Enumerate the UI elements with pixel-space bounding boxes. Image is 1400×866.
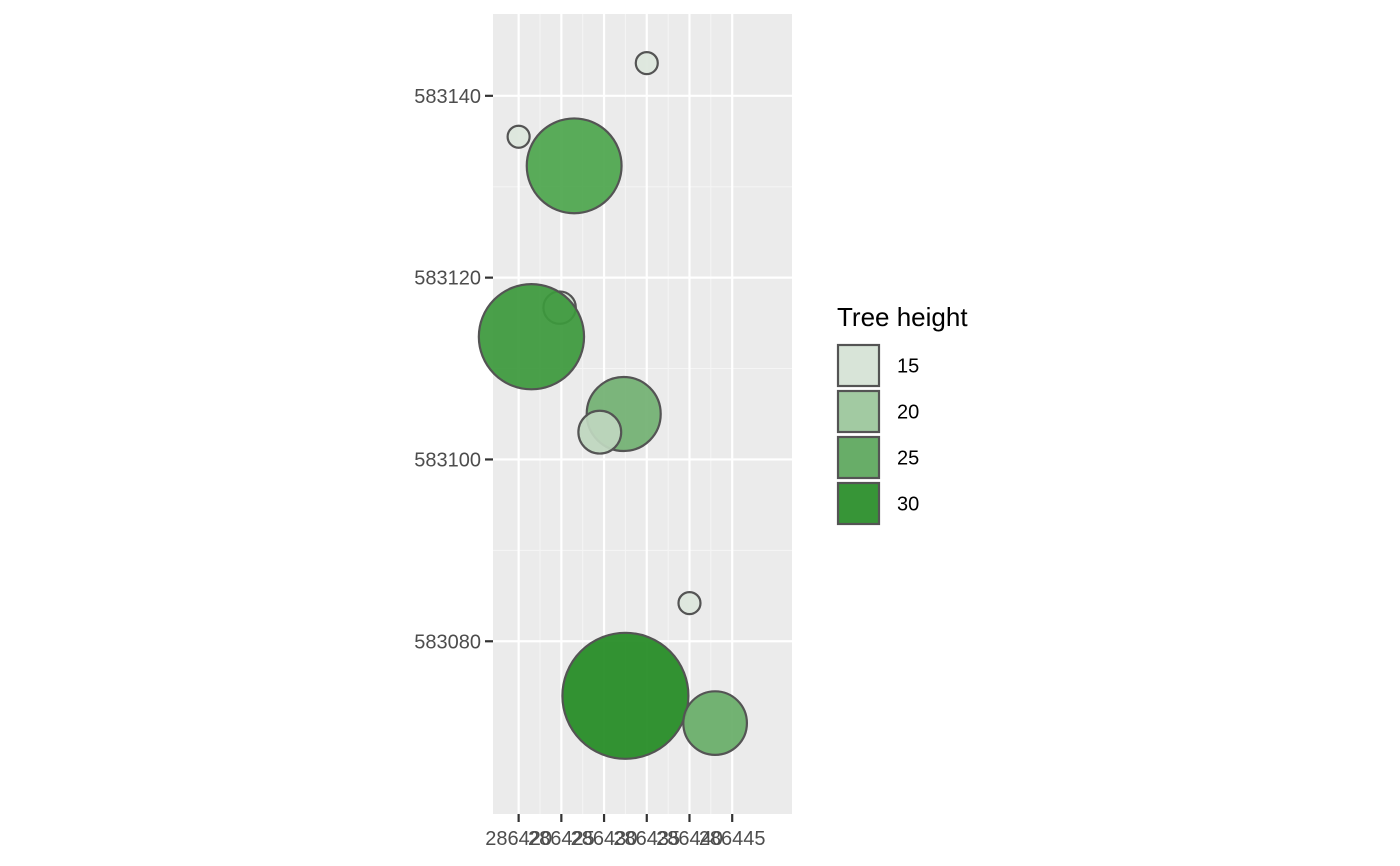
- tree-point: [525, 117, 623, 215]
- x-tick-label: 286425: [528, 828, 595, 850]
- y-tick-label: 583100: [414, 449, 481, 471]
- x-tick-label: 286420: [485, 828, 552, 850]
- tree-point: [477, 283, 586, 391]
- y-tick-label: 583140: [414, 86, 481, 108]
- tree-point: [577, 409, 623, 455]
- legend-label: 20: [897, 402, 919, 424]
- tree-points: [477, 50, 749, 760]
- legend-title: Tree height: [837, 302, 968, 332]
- legend-label: 25: [897, 448, 919, 470]
- y-axis: 583080 583100 583120 583140: [414, 86, 493, 653]
- x-tick-label: 286445: [699, 828, 766, 850]
- tree-point: [634, 50, 659, 76]
- tree-point: [677, 590, 702, 616]
- legend-label: 15: [897, 356, 919, 378]
- x-tick-label: 286440: [656, 828, 723, 850]
- legend-label: 30: [897, 494, 919, 516]
- y-tick-label: 583080: [414, 631, 481, 653]
- tree-point: [682, 690, 749, 756]
- legend: Tree height 15 20 25 30: [836, 302, 968, 526]
- x-tick-label: 286430: [571, 828, 638, 850]
- y-tick-label: 583120: [414, 268, 481, 290]
- legend-key: [836, 481, 881, 526]
- x-tick-label: 286435: [613, 828, 680, 850]
- legend-key: [836, 343, 881, 388]
- legend-key: [836, 389, 881, 434]
- tree-point: [506, 124, 531, 149]
- legend-key: [836, 435, 881, 480]
- tree-point: [561, 631, 690, 760]
